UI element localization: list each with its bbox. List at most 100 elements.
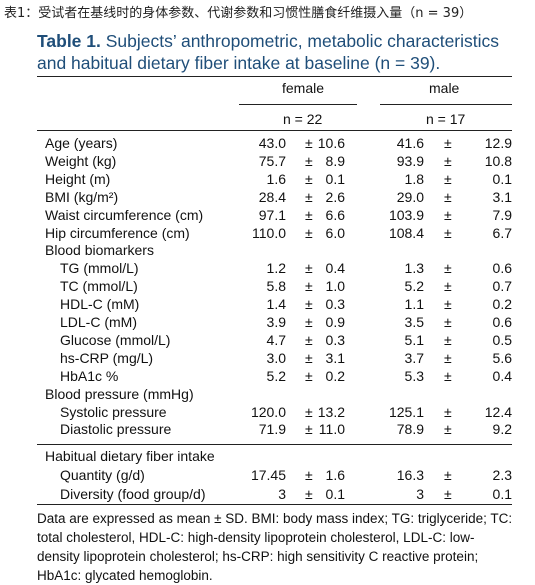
row-label: Systolic pressure (60, 403, 167, 420)
male-mean: 29.0 (396, 188, 424, 205)
row-label: TC (mmol/L) (60, 278, 138, 295)
female-pm: ± (305, 188, 313, 205)
row-label: Weight (kg) (45, 152, 117, 169)
female-pm: ± (305, 314, 313, 330)
male-sd: 0.5 (492, 331, 512, 348)
male-mean: 108.4 (388, 224, 424, 241)
male-pm: ± (444, 367, 452, 384)
male-pm: ± (444, 467, 452, 483)
male-mean: 93.9 (396, 152, 424, 169)
female-pm: ± (305, 349, 313, 366)
table-row: Glucose (mmol/L) 4.7 ±0.3 5.1 ±0.5 (45, 332, 512, 350)
row-label: Quantity (g/d) (60, 467, 145, 483)
female-sd: 2.6 (325, 188, 345, 205)
female-pm: ± (305, 421, 313, 438)
male-mean: 16.3 (396, 467, 424, 483)
section-rule (37, 444, 512, 445)
col-header-female: female (282, 80, 325, 96)
table-row: Weight (kg) 75.7 ±8.9 93.9 ±10.8 (45, 153, 512, 171)
table-row: TC (mmol/L) 5.8 ±1.0 5.2 ±0.7 (45, 278, 512, 296)
section-row: Blood biomarkers (45, 242, 512, 260)
female-mean: 97.1 (258, 206, 286, 223)
male-pm: ± (444, 260, 452, 277)
male-mean: 5.2 (404, 278, 424, 295)
male-sd: 9.2 (492, 421, 512, 438)
female-mean: 5.8 (266, 278, 286, 295)
header-rule (37, 130, 512, 131)
row-label: Habitual dietary fiber intake (45, 448, 215, 464)
male-sd: 7.9 (492, 206, 512, 223)
table-title-text: Subjects’ anthropometric, metabolic char… (37, 31, 500, 73)
male-pm: ± (444, 278, 452, 295)
table-row: Age (years) 43.0 ±10.6 41.6 ±12.9 (45, 135, 512, 153)
table-title-label: Table 1. (37, 31, 101, 51)
male-sd: 0.7 (492, 278, 512, 295)
male-pm: ± (444, 296, 452, 313)
female-mean: 71.9 (258, 421, 286, 438)
male-pm: ± (444, 331, 452, 348)
female-mean: 28.4 (258, 188, 286, 205)
male-sd: 0.6 (492, 260, 512, 277)
female-sd: 6.6 (325, 206, 345, 223)
female-pm: ± (305, 224, 313, 241)
male-mean: 103.9 (388, 206, 424, 223)
female-sd: 3.1 (325, 349, 345, 366)
table-title: Table 1. Subjects’ anthropometric, metab… (37, 30, 517, 74)
female-sd: 11.0 (318, 421, 345, 438)
male-sd: 0.2 (492, 296, 512, 313)
female-mean: 43.0 (258, 135, 286, 151)
female-pm: ± (305, 170, 313, 187)
col-header-male: male (429, 80, 460, 96)
female-mean: 1.6 (266, 170, 286, 187)
row-label: BMI (kg/m²) (45, 188, 119, 205)
row-label: Blood biomarkers (45, 242, 154, 259)
female-mean: 3.0 (266, 349, 286, 366)
row-label: Blood pressure (mmHg) (45, 385, 194, 402)
table-row: Quantity (g/d) 17.45 ±1.6 16.3 ±2.3 (45, 467, 512, 485)
female-sd: 0.3 (325, 296, 345, 313)
col-n-female: n = 22 (283, 111, 323, 127)
table-row: HDL-C (mM) 1.4 ±0.3 1.1 ±0.2 (45, 296, 512, 314)
male-pm: ± (444, 188, 452, 205)
female-pm: ± (305, 486, 313, 502)
col-n-male: n = 17 (426, 111, 466, 127)
female-pm: ± (305, 331, 313, 348)
male-sd: 3.1 (492, 188, 512, 205)
female-sd: 0.3 (325, 331, 345, 348)
male-sd: 2.3 (492, 467, 512, 483)
row-label: Waist circumference (cm) (45, 206, 204, 223)
female-sd: 13.2 (317, 403, 345, 420)
female-mean: 17.45 (250, 467, 286, 483)
row-label: Diversity (food group/d) (60, 486, 206, 502)
row-label: hs-CRP (mg/L) (60, 349, 154, 366)
female-pm: ± (305, 135, 313, 151)
male-sd: 0.1 (492, 486, 512, 502)
bottom-rule (37, 504, 512, 505)
male-sd: 10.8 (484, 152, 512, 169)
female-mean: 1.4 (266, 296, 286, 313)
female-mean: 4.7 (266, 331, 286, 348)
male-pm: ± (444, 152, 452, 169)
table-row: BMI (kg/m²) 28.4 ±2.6 29.0 ±3.1 (45, 189, 512, 207)
female-mean: 120.0 (250, 403, 286, 420)
row-label: TG (mmol/L) (60, 260, 139, 277)
male-mean: 3.7 (404, 349, 424, 366)
male-pm: ± (444, 224, 452, 241)
male-sd: 12.9 (484, 135, 512, 151)
male-pm: ± (444, 421, 452, 438)
female-sd: 8.9 (325, 152, 345, 169)
female-sd: 1.0 (325, 278, 345, 295)
female-sd: 10.6 (317, 135, 345, 151)
male-mean: 3 (416, 486, 424, 502)
female-pm: ± (305, 278, 313, 295)
female-mean: 3 (278, 486, 286, 502)
female-sd: 0.1 (325, 486, 345, 502)
table-row: Diastolic pressure 71.9 ±11.0 78.9 ±9.2 (45, 421, 512, 439)
male-pm: ± (444, 349, 452, 366)
table-row: LDL-C (mM) 3.9 ±0.9 3.5 ±0.6 (45, 314, 512, 332)
female-underline (239, 104, 357, 105)
male-mean: 3.5 (404, 314, 424, 330)
section-row: Habitual dietary fiber intake (45, 448, 512, 466)
table-row: Waist circumference (cm) 97.1 ±6.6 103.9 ±7.… (45, 207, 512, 225)
female-pm: ± (305, 296, 313, 313)
